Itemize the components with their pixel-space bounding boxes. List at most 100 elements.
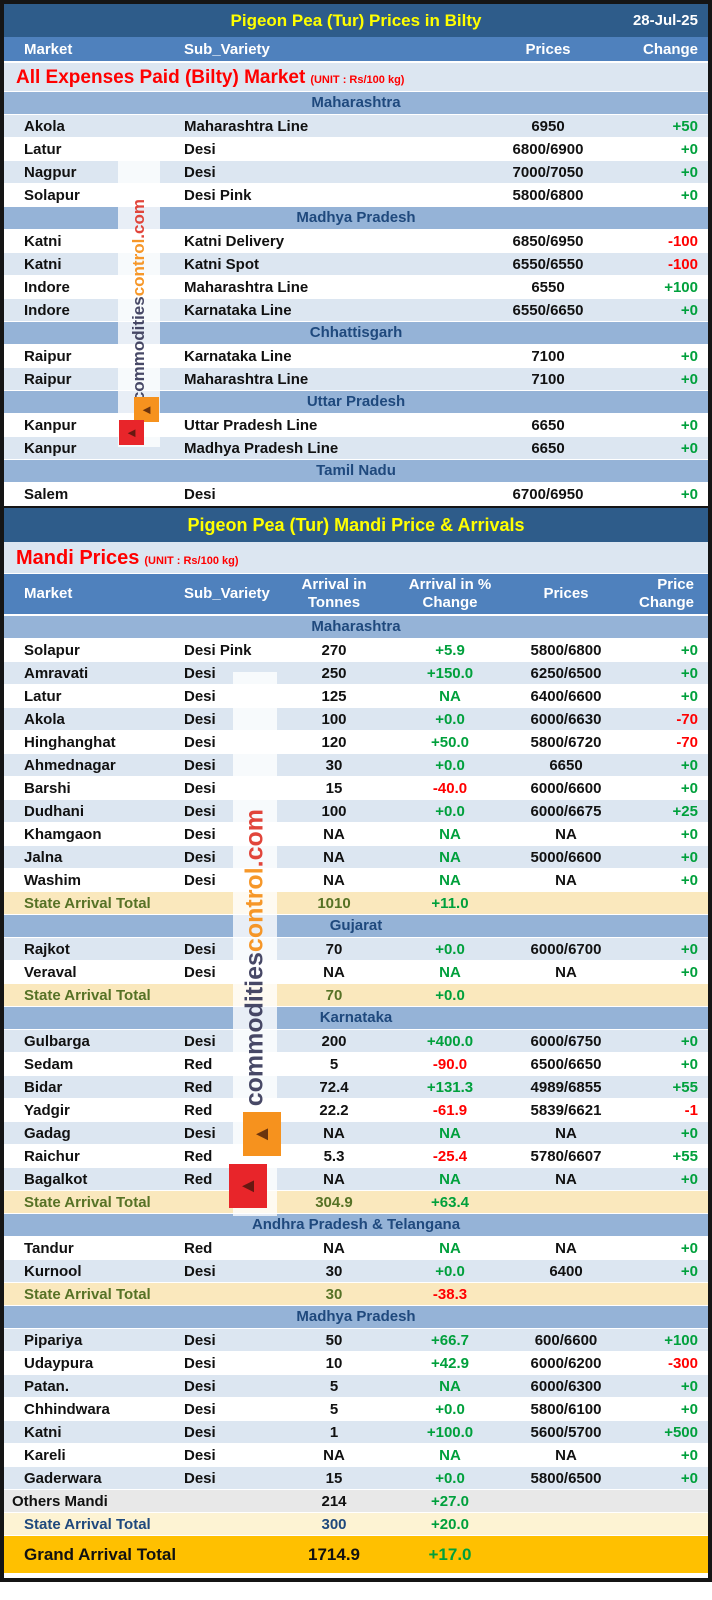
sub-variety-cell: Red <box>184 1101 213 1119</box>
prices-cell: 7100 <box>531 347 565 365</box>
table-row: Washim Desi NA NA NA +0 <box>4 869 708 892</box>
state-total-pct: -38.3 <box>432 1285 468 1303</box>
arrival-pct-cell: +0.0 <box>435 1400 465 1418</box>
state-total-pct: +0.0 <box>435 986 465 1004</box>
table-row: Latur Desi 125 NA 6400/6600 +0 <box>4 685 708 708</box>
report-date: 28-Jul-25 <box>632 12 698 29</box>
market-cell: Salem <box>24 485 69 503</box>
arrival-pct-cell: -90.0 <box>432 1055 468 1073</box>
table-row: Raichur Red 5.3 -25.4 5780/6607 +55 <box>4 1145 708 1168</box>
market-cell: Chhindwara <box>24 1400 110 1418</box>
change-cell: +0 <box>680 370 698 388</box>
market-cell: Akola <box>24 710 65 728</box>
state-total-label: State Arrival Total <box>24 894 151 912</box>
change-cell: +0 <box>680 347 698 365</box>
state-total-label: State Arrival Total <box>24 1285 151 1303</box>
table-row: Indore Maharashtra Line 6550 +100 <box>4 276 708 299</box>
market-cell: Barshi <box>24 779 71 797</box>
price-change-cell: -300 <box>667 1354 698 1372</box>
prices-cell: NA <box>555 1446 577 1464</box>
sub-variety-cell: Desi <box>184 1377 216 1395</box>
prices-cell: 6000/6300 <box>530 1377 602 1395</box>
price-change-cell: +0 <box>680 1170 698 1188</box>
arrival-pct-cell: NA <box>439 848 461 866</box>
state-header: Uttar Pradesh <box>4 391 708 414</box>
section2-unit: (UNIT : Rs/100 kg) <box>144 555 239 567</box>
prices-cell: 5800/6800 <box>512 186 584 204</box>
price-change-cell: +0 <box>680 963 698 981</box>
prices-cell: 6250/6500 <box>530 664 602 682</box>
market-cell: Yadgir <box>24 1101 70 1119</box>
table-row: Kurnool Desi 30 +0.0 6400 +0 <box>4 1260 708 1283</box>
sub-variety-cell: Uttar Pradesh Line <box>184 416 318 434</box>
market-cell: Pipariya <box>24 1331 83 1349</box>
mandi-table-body: Maharashtra Solapur Desi Pink 270 +5.9 5800/6… <box>4 616 708 1573</box>
arrival-tonnes-cell: 30 <box>325 1262 343 1280</box>
prices-cell: 6800/6900 <box>512 140 584 158</box>
grand-total-label: Grand Arrival Total <box>24 1545 177 1564</box>
market-cell: Gadag <box>24 1124 71 1142</box>
col-arrival-tonnes: Arrival in Tonnes <box>301 576 367 611</box>
table-row: Dudhani Desi 100 +0.0 6000/6675 +25 <box>4 800 708 823</box>
state-total-pct: +63.4 <box>431 1193 469 1211</box>
table-row: Raipur Karnataka Line 7100 +0 <box>4 345 708 368</box>
table-row: Pipariya Desi 50 +66.7 600/6600 +100 <box>4 1329 708 1352</box>
price-change-cell: +0 <box>680 641 698 659</box>
prices-cell: 6550/6650 <box>512 301 584 319</box>
sub-variety-cell: Red <box>184 1170 213 1188</box>
col-change: Change <box>642 40 698 58</box>
sub-variety-cell: Red <box>184 1055 213 1073</box>
sub-variety-cell: Desi <box>184 802 216 820</box>
arrival-pct-cell: NA <box>439 1170 461 1188</box>
market-cell: Kareli <box>24 1446 66 1464</box>
market-cell: Tandur <box>24 1239 74 1257</box>
sub-variety-cell: Desi <box>184 1032 216 1050</box>
arrival-tonnes-cell: NA <box>323 871 345 889</box>
state-total-label: State Arrival Total <box>24 986 151 1004</box>
table-row: Katni Katni Delivery 6850/6950 -100 <box>4 230 708 253</box>
market-cell: Amravati <box>24 664 89 682</box>
price-change-cell: +0 <box>680 940 698 958</box>
arrival-pct-cell: -61.9 <box>432 1101 468 1119</box>
market-cell: Solapur <box>24 641 80 659</box>
price-change-cell: +25 <box>672 802 698 820</box>
prices-cell: NA <box>555 825 577 843</box>
arrival-tonnes-cell: 1 <box>329 1423 339 1441</box>
prices-cell: 5800/6500 <box>530 1469 602 1487</box>
others-mandi-label: Others Mandi <box>12 1492 108 1510</box>
table-row: Bagalkot Red NA NA NA +0 <box>4 1168 708 1191</box>
state-total-tonnes: 300 <box>321 1515 347 1533</box>
prices-cell: 5780/6607 <box>530 1147 602 1165</box>
prices-cell: 5839/6621 <box>530 1101 602 1119</box>
arrival-tonnes-cell: 5 <box>329 1055 339 1073</box>
state-total-pct: +20.0 <box>431 1515 469 1533</box>
arrival-pct-cell: NA <box>439 871 461 889</box>
table-row: Indore Karnataka Line 6550/6650 +0 <box>4 299 708 322</box>
section1-unit: (UNIT : Rs/100 kg) <box>310 74 405 86</box>
state-total-tonnes: 304.9 <box>315 1193 353 1211</box>
price-change-cell: +0 <box>680 779 698 797</box>
arrival-tonnes-cell: NA <box>323 848 345 866</box>
sub-variety-cell: Maharashtra Line <box>184 117 309 135</box>
arrival-pct-cell: -40.0 <box>432 779 468 797</box>
table-row: Kanpur Madhya Pradesh Line 6650 +0 <box>4 437 708 460</box>
arrival-pct-cell: NA <box>439 1377 461 1395</box>
prices-cell: 6400/6600 <box>530 687 602 705</box>
sub-variety-cell: Desi <box>184 163 216 181</box>
state-total-tonnes: 70 <box>325 986 343 1004</box>
prices-cell: 6650 <box>549 756 583 774</box>
arrival-pct-cell: +131.3 <box>426 1078 474 1096</box>
grand-total-pct: +17.0 <box>428 1545 472 1564</box>
table-row: Katni Desi 1 +100.0 5600/5700 +500 <box>4 1421 708 1444</box>
state-header: Madhya Pradesh <box>4 1306 708 1329</box>
market-cell: Katni <box>24 1423 62 1441</box>
prices-cell: 6000/6200 <box>530 1354 602 1372</box>
sub-variety-cell: Desi <box>184 756 216 774</box>
sub-variety-cell: Desi <box>184 710 216 728</box>
sub-variety-cell: Desi <box>184 485 216 503</box>
sub-variety-cell: Katni Delivery <box>184 232 285 250</box>
arrival-pct-cell: +100.0 <box>426 1423 474 1441</box>
table-row: Rajkot Desi 70 +0.0 6000/6700 +0 <box>4 938 708 961</box>
arrival-tonnes-cell: NA <box>323 1124 345 1142</box>
table-row: Akola Maharashtra Line 6950 +50 <box>4 115 708 138</box>
